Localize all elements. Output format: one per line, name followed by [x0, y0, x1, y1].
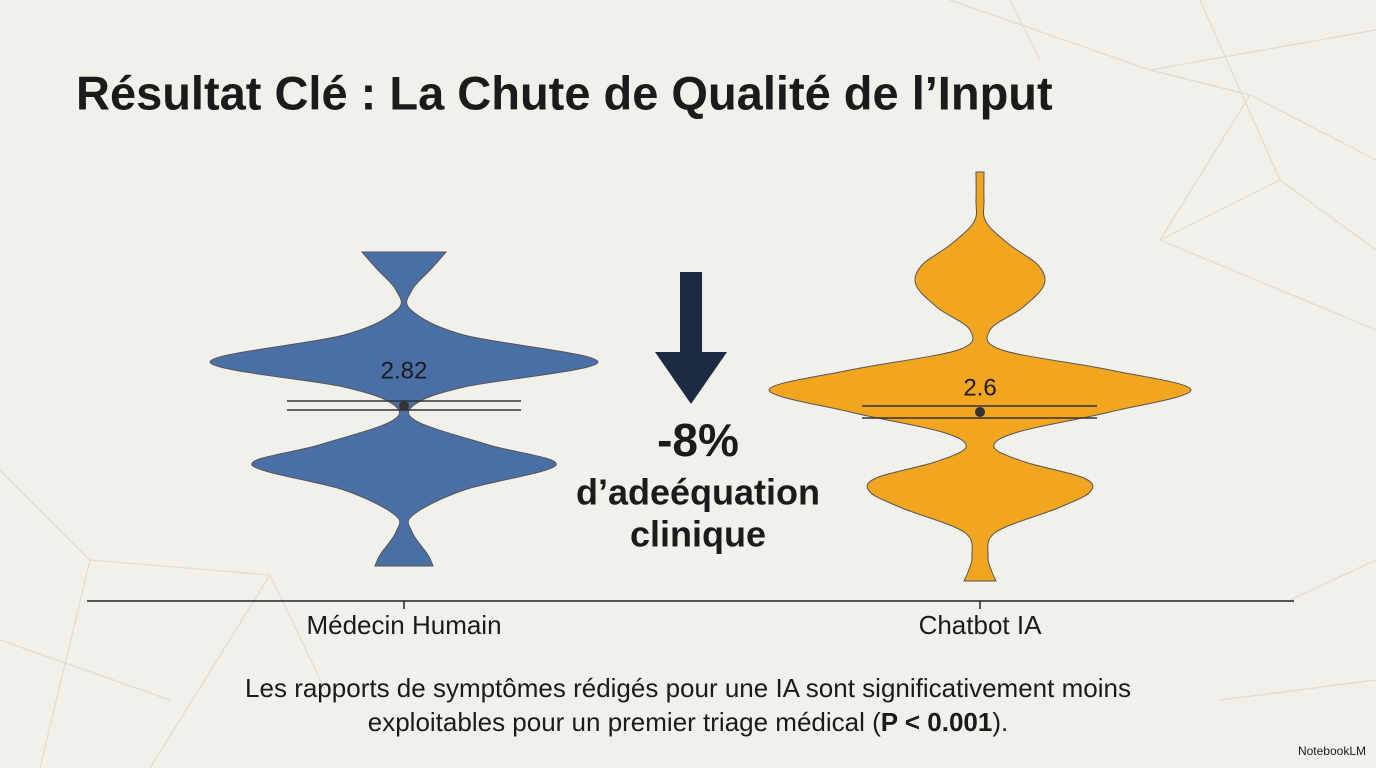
chart-title: Résultat Clé : La Chute de Qualité de l’…	[76, 66, 1053, 119]
caption-part: exploitables pour un premier triage médi…	[368, 707, 881, 737]
arrow	[655, 272, 727, 404]
caption-part: ).	[992, 707, 1008, 737]
mean-dot	[399, 401, 409, 411]
plot: 2.82 Médecin Humain 2.6 Chatbot IA	[209, 171, 1192, 640]
caption: Les rapports de symptômes rédigés pour u…	[245, 673, 1131, 703]
caption: exploitables pour un premier triage médi…	[368, 707, 1009, 737]
caption-bold: P < 0.001	[881, 707, 993, 737]
violin	[768, 171, 1192, 582]
mean-dot	[975, 406, 985, 417]
value-label: 2.82	[381, 357, 428, 384]
x-tick-label: Médecin Humain	[306, 610, 501, 640]
x-tick-label: Chatbot IA	[919, 610, 1043, 640]
change-label: -8%	[657, 414, 739, 466]
annotation-line: d’adeéquation	[576, 472, 820, 513]
value-label: 2.6	[963, 374, 996, 401]
brand: NotebookLM	[1298, 744, 1366, 758]
annotation-line: clinique	[630, 514, 766, 555]
